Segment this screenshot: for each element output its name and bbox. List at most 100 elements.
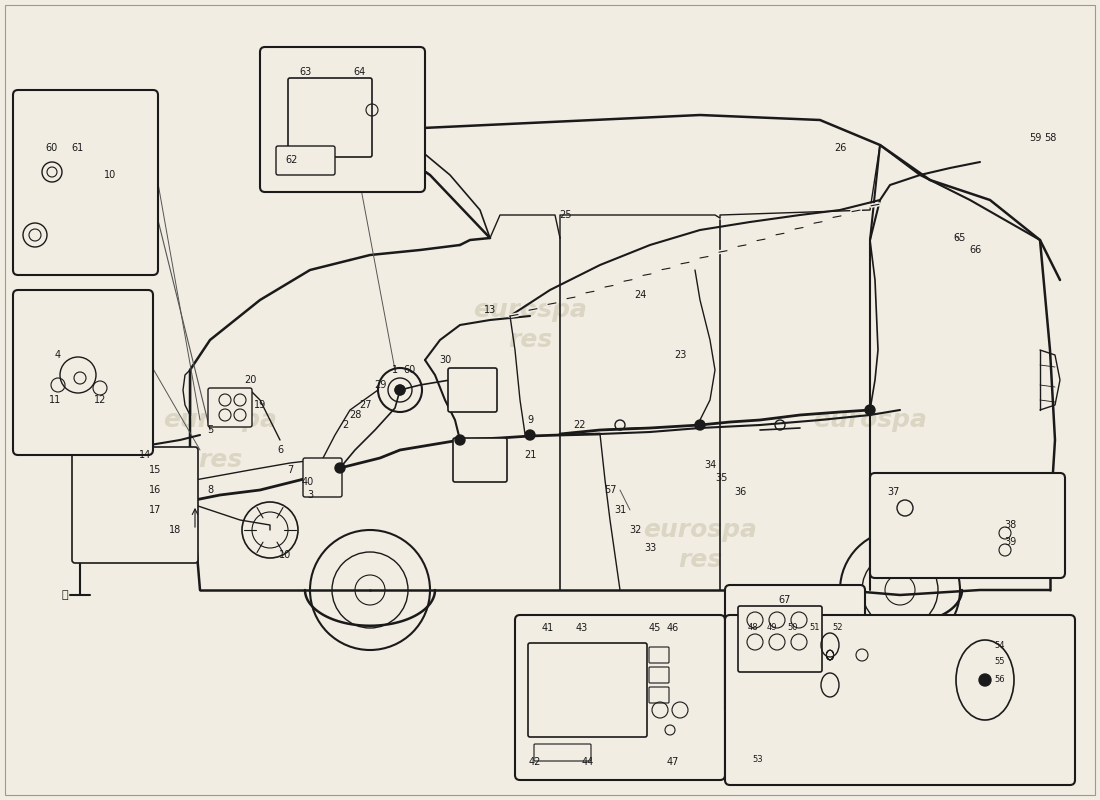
- Circle shape: [525, 430, 535, 440]
- FancyBboxPatch shape: [725, 585, 865, 715]
- Text: 53: 53: [752, 755, 763, 765]
- Text: ⏚: ⏚: [62, 590, 68, 600]
- Text: eurospa: eurospa: [473, 298, 587, 322]
- Text: 41: 41: [542, 623, 554, 633]
- Text: 3: 3: [307, 490, 314, 500]
- FancyBboxPatch shape: [208, 388, 252, 427]
- Text: 13: 13: [484, 305, 496, 315]
- Text: 40: 40: [301, 477, 315, 487]
- Text: 56: 56: [994, 675, 1005, 685]
- Text: 28: 28: [349, 410, 361, 420]
- Text: 54: 54: [994, 641, 1005, 650]
- Circle shape: [336, 463, 345, 473]
- Circle shape: [695, 420, 705, 430]
- Text: 6: 6: [277, 445, 283, 455]
- FancyBboxPatch shape: [288, 78, 372, 157]
- Text: 27: 27: [359, 400, 372, 410]
- FancyBboxPatch shape: [302, 458, 342, 497]
- FancyBboxPatch shape: [515, 615, 725, 780]
- Text: 7: 7: [287, 465, 293, 475]
- FancyBboxPatch shape: [649, 667, 669, 683]
- Text: 24: 24: [634, 290, 646, 300]
- Text: 63: 63: [299, 67, 311, 77]
- Text: 2: 2: [342, 420, 348, 430]
- Text: 22: 22: [574, 420, 586, 430]
- Text: 50: 50: [788, 623, 799, 633]
- Text: 11: 11: [48, 395, 62, 405]
- Text: 66: 66: [969, 245, 981, 255]
- Text: 52: 52: [833, 623, 844, 633]
- Text: 39: 39: [1004, 537, 1016, 547]
- Text: 15: 15: [148, 465, 162, 475]
- FancyBboxPatch shape: [448, 368, 497, 412]
- Text: 60: 60: [46, 143, 58, 153]
- FancyBboxPatch shape: [534, 744, 591, 761]
- Text: 46: 46: [667, 623, 679, 633]
- Text: 14: 14: [139, 450, 151, 460]
- Text: 43: 43: [576, 623, 588, 633]
- Text: 47: 47: [667, 757, 679, 767]
- Text: 33: 33: [644, 543, 656, 553]
- Text: 44: 44: [582, 757, 594, 767]
- Text: 55: 55: [994, 658, 1005, 666]
- Text: 31: 31: [614, 505, 626, 515]
- Text: 25: 25: [559, 210, 571, 220]
- Text: 29: 29: [374, 380, 386, 390]
- FancyBboxPatch shape: [528, 643, 647, 737]
- Text: 4: 4: [55, 350, 62, 360]
- Text: 61: 61: [72, 143, 84, 153]
- FancyBboxPatch shape: [13, 290, 153, 455]
- Text: 18: 18: [169, 525, 182, 535]
- Text: eurospa: eurospa: [644, 518, 757, 542]
- Circle shape: [395, 385, 405, 395]
- Text: 48: 48: [748, 623, 758, 633]
- Text: res: res: [198, 448, 242, 472]
- Text: eurospa: eurospa: [813, 408, 927, 432]
- FancyBboxPatch shape: [738, 606, 822, 672]
- Text: 65: 65: [954, 233, 966, 243]
- Text: 64: 64: [354, 67, 366, 77]
- Circle shape: [865, 405, 874, 415]
- Text: 5: 5: [207, 425, 213, 435]
- Text: res: res: [508, 328, 552, 352]
- Text: eurospa: eurospa: [163, 408, 277, 432]
- Text: 62: 62: [286, 155, 298, 165]
- FancyBboxPatch shape: [276, 146, 336, 175]
- Text: res: res: [678, 548, 722, 572]
- Text: 36: 36: [734, 487, 746, 497]
- FancyBboxPatch shape: [260, 47, 425, 192]
- Text: 67: 67: [779, 595, 791, 605]
- Text: 26: 26: [834, 143, 846, 153]
- Text: 30: 30: [439, 355, 451, 365]
- Text: 49: 49: [767, 623, 778, 633]
- Text: 60: 60: [404, 365, 416, 375]
- Text: 9: 9: [527, 415, 534, 425]
- FancyBboxPatch shape: [72, 447, 198, 563]
- Text: 10: 10: [103, 170, 117, 180]
- Text: 21: 21: [524, 450, 536, 460]
- Circle shape: [979, 674, 991, 686]
- Text: 16: 16: [148, 485, 161, 495]
- Text: 12: 12: [94, 395, 107, 405]
- FancyBboxPatch shape: [649, 647, 669, 663]
- Text: 8: 8: [207, 485, 213, 495]
- FancyBboxPatch shape: [453, 438, 507, 482]
- Circle shape: [455, 435, 465, 445]
- Text: 20: 20: [244, 375, 256, 385]
- FancyBboxPatch shape: [725, 615, 1075, 785]
- FancyBboxPatch shape: [13, 90, 158, 275]
- Text: 19: 19: [254, 400, 266, 410]
- FancyBboxPatch shape: [870, 473, 1065, 578]
- Text: 57: 57: [604, 485, 616, 495]
- Text: 51: 51: [810, 623, 821, 633]
- Text: 38: 38: [1004, 520, 1016, 530]
- Text: 32: 32: [629, 525, 641, 535]
- Text: 23: 23: [674, 350, 686, 360]
- Text: 17: 17: [148, 505, 162, 515]
- Text: 10: 10: [279, 550, 292, 560]
- Text: 42: 42: [529, 757, 541, 767]
- FancyBboxPatch shape: [649, 687, 669, 703]
- Text: 45: 45: [649, 623, 661, 633]
- Text: 59: 59: [1028, 133, 1042, 143]
- Text: 37: 37: [887, 487, 899, 497]
